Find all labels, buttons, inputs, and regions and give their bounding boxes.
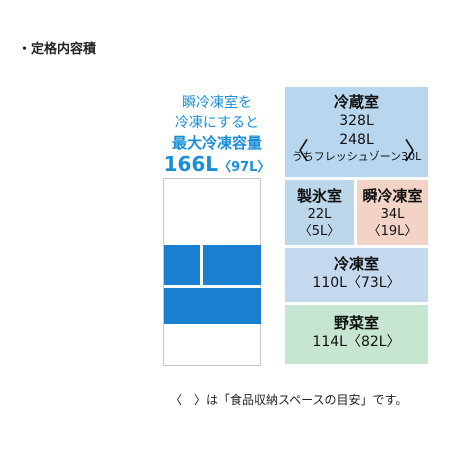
ice-food: 〈5L〉 [298, 224, 341, 239]
section-heading: ・定格内容積 [18, 42, 97, 57]
vegetable-panel: 野菜室 114L〈82L〉 [285, 305, 428, 364]
instant-freeze-caption-line2: 冷凍にすると [174, 115, 260, 131]
ice-title: 製氷室 [296, 187, 342, 205]
ice-panel: 製氷室 22L 〈5L〉 [285, 180, 354, 245]
refrigerator-title: 冷蔵室 [333, 93, 379, 111]
ice-capacity: 22L [307, 207, 332, 222]
bracket-right: 〉 [404, 137, 428, 165]
max-freeze-capacity-food: 〈97L〉 [218, 160, 271, 175]
fridge-instant-block [203, 245, 261, 285]
vegetable-capacity: 114L〈82L〉 [312, 334, 401, 350]
refrigerator-fresh: 248L [339, 132, 374, 148]
freezer-title: 冷凍室 [333, 255, 379, 273]
instant-freeze-title: 瞬冷凍室 [362, 187, 423, 205]
instant-freeze-panel: 瞬冷凍室 34L 〈19L〉 [357, 180, 428, 245]
max-freeze-capacity-value: 166L〈97L〉 [152, 152, 282, 176]
vegetable-title: 野菜室 [333, 314, 379, 332]
instant-freeze-capacity: 34L [380, 207, 405, 222]
instant-freeze-food: 〈19L〉 [367, 224, 418, 239]
fridge-diagram [163, 178, 261, 366]
max-freeze-capacity-number: 166L [163, 152, 219, 176]
instant-freeze-caption-line1: 瞬冷凍室を [182, 95, 252, 111]
refrigerator-total: 328L [339, 113, 374, 129]
freezer-panel: 冷凍室 110L〈73L〉 [285, 248, 428, 302]
bracket-left: 〈 [285, 137, 309, 165]
fridge-freezer-block [164, 288, 261, 324]
refrigerator-panel: 冷蔵室 328L 〈 248L うちフレッシュゾーン30L 〉 [285, 87, 428, 177]
fresh-zone-label: うちフレッシュゾーン30L [291, 150, 422, 163]
storage-note: 〈 〉は「食品収納スペースの目安」です。 [170, 393, 408, 407]
fridge-ice-block [164, 245, 200, 285]
freezer-capacity: 110L〈73L〉 [312, 275, 401, 291]
max-freeze-capacity-label: 最大冷凍容量 [171, 134, 262, 152]
